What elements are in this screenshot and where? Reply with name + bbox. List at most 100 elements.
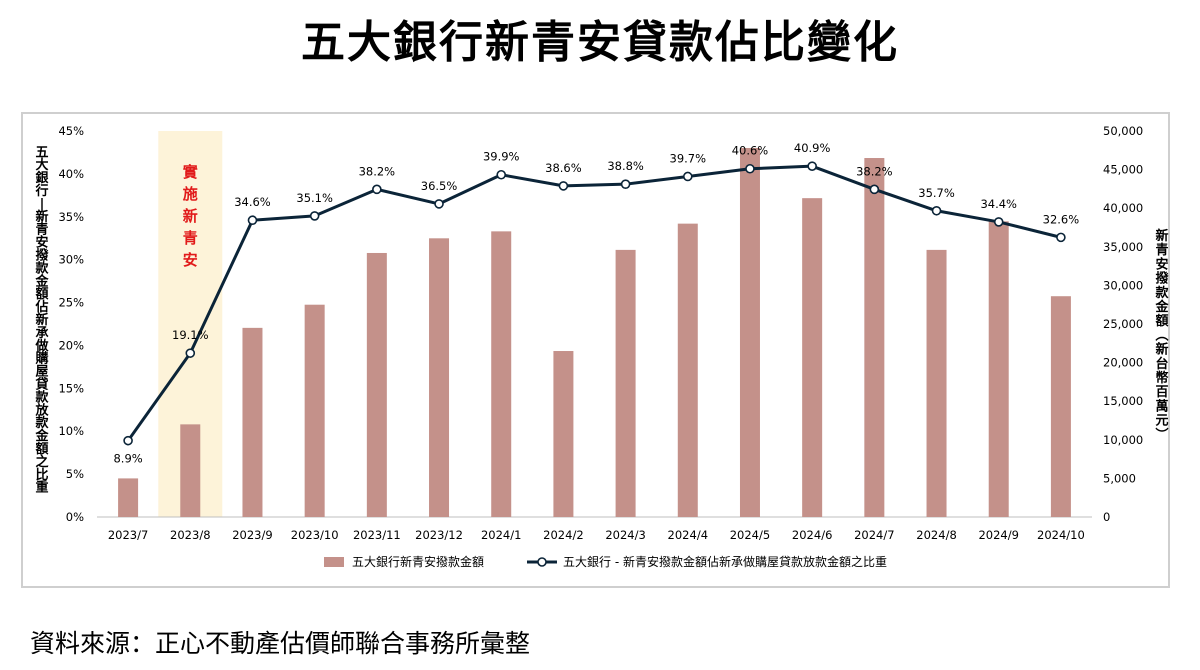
bar [366,252,387,517]
y-left-tick-label: 35% [58,210,84,224]
data-label: 34.4% [980,197,1017,211]
bar [988,221,1009,517]
annotation-char: 青 [183,229,198,247]
x-tick-label: 2023/12 [415,528,463,542]
y-left-axis-title-char: 新 [35,209,48,225]
x-tick-label: 2024/9 [978,528,1018,542]
y-left-axis-title-char: 銀 [35,170,48,186]
y-left-tick-label: 25% [58,296,84,310]
bar [491,231,512,518]
y-left-axis-title-char: 購 [34,351,48,367]
data-label: 38.6% [545,161,582,175]
y-left-axis-title-char: 五 [35,145,48,160]
y-left-axis-title-char: 款 [35,260,49,276]
x-tick-label: 2023/9 [232,528,272,542]
y-left-tick-label: 40% [58,167,84,181]
bar [553,351,574,517]
y-right-axis-title-char: 百 [1155,385,1168,400]
y-right-axis-title-char: 萬 [1155,398,1168,414]
bar [926,249,947,517]
y-left-axis-title-char: 撥 [35,249,49,264]
y-left-tick-label: 30% [58,253,84,267]
y-left-axis-title-char: 款 [35,389,49,405]
line-point [807,161,817,171]
bar [242,327,263,517]
x-tick-label: 2023/7 [108,528,148,542]
line-point [496,169,507,180]
y-right-axis-title-char: 新 [1155,228,1168,244]
legend-bar-label: 五大銀行新青安撥款金額 [352,554,484,569]
x-tick-label: 2024/4 [668,528,708,542]
annotation-char: 施 [183,185,198,203]
data-label: 32.6% [1043,212,1080,226]
data-label: 39.7% [670,151,707,165]
bar [677,223,698,517]
line-point [123,435,133,446]
line-point [869,184,880,195]
y-left-axis-title-char: 青 [35,222,48,238]
legend-line-label: 五大銀行 - 新青安撥款金額佔新承做購屋貸款放款金額之比重 [563,554,887,569]
y-left-axis-title-char: 做 [34,338,48,354]
line-point [434,199,444,209]
data-label: 40.6% [732,144,769,158]
annotation-char: 實 [183,163,198,181]
y-right-axis-title-char: 金 [1154,299,1169,315]
legend-bar-swatch [324,557,344,567]
data-label: 19.1% [172,328,209,342]
data-label: 35.1% [296,191,333,205]
y-right-tick-label: 50,000 [1103,124,1143,138]
y-left-axis-title-char: 金 [34,273,49,289]
y-right-axis-title-char: 青 [1155,242,1168,258]
y-right-axis-title-char: 新 [1155,342,1168,358]
x-tick-label: 2024/3 [605,528,645,542]
data-label: 38.2% [856,164,893,178]
line-point [309,211,320,221]
x-tick-label: 2023/8 [170,528,210,542]
bar [180,424,201,517]
x-tick-label: 2024/2 [543,528,583,542]
annotation-char: 安 [183,251,198,269]
line-point [247,215,258,226]
bar [864,158,885,517]
bar [802,198,823,517]
y-right-axis-title-char: 元 [1155,414,1168,429]
y-right-axis-title-char: 安 [1155,256,1168,272]
y-right-axis-title-char: ︵ [1154,328,1168,343]
data-label: 34.6% [234,195,271,209]
y-left-axis-title-char: 款 [35,415,49,431]
y-left-tick-label: 5% [66,467,84,481]
y-right-axis-title-char: 幣 [1155,370,1168,386]
y-left-axis-title-char: 金 [34,428,49,444]
data-label: 36.5% [421,179,458,193]
y-left-tick-label: 10% [58,424,84,438]
y-left-tick-label: 0% [66,510,84,524]
y-left-axis-title-char: 承 [35,326,48,341]
data-label: 35.7% [918,186,955,200]
page-title: 五大銀行新青安貸款佔比變化 [301,17,899,68]
y-right-axis-title-char: 額 [1154,313,1168,329]
line-point [620,179,631,189]
y-right-axis-title-char: 台 [1155,356,1168,372]
data-label: 8.9% [113,452,142,466]
x-tick-label: 2024/6 [792,528,832,542]
bar [118,478,139,517]
x-tick-label: 2023/10 [291,528,339,542]
y-left-axis-title-char: 行 [34,183,48,199]
y-left-tick-label: 20% [58,338,84,352]
y-left-axis-title-char: | [40,197,45,212]
legend-line-marker [537,557,547,567]
y-left-axis-title-char: 屋 [35,365,48,380]
line-point [372,184,382,195]
y-left-axis-title-char: 新 [35,312,48,328]
y-right-axis-title-char: 撥 [1155,272,1169,287]
y-right-axis-title-char: 款 [1155,285,1169,301]
y-left-axis-title-char: 額 [34,286,48,302]
data-label: 38.2% [359,164,396,178]
line-point [558,181,569,191]
y-left-tick-label: 15% [58,381,84,395]
y-left-axis-title-char: 放 [34,402,49,418]
y-right-axis-title-char: ︶ [1154,427,1168,443]
y-left-axis-title-char: 佔 [34,299,48,315]
data-label: 40.9% [794,141,831,155]
bar [739,147,760,517]
